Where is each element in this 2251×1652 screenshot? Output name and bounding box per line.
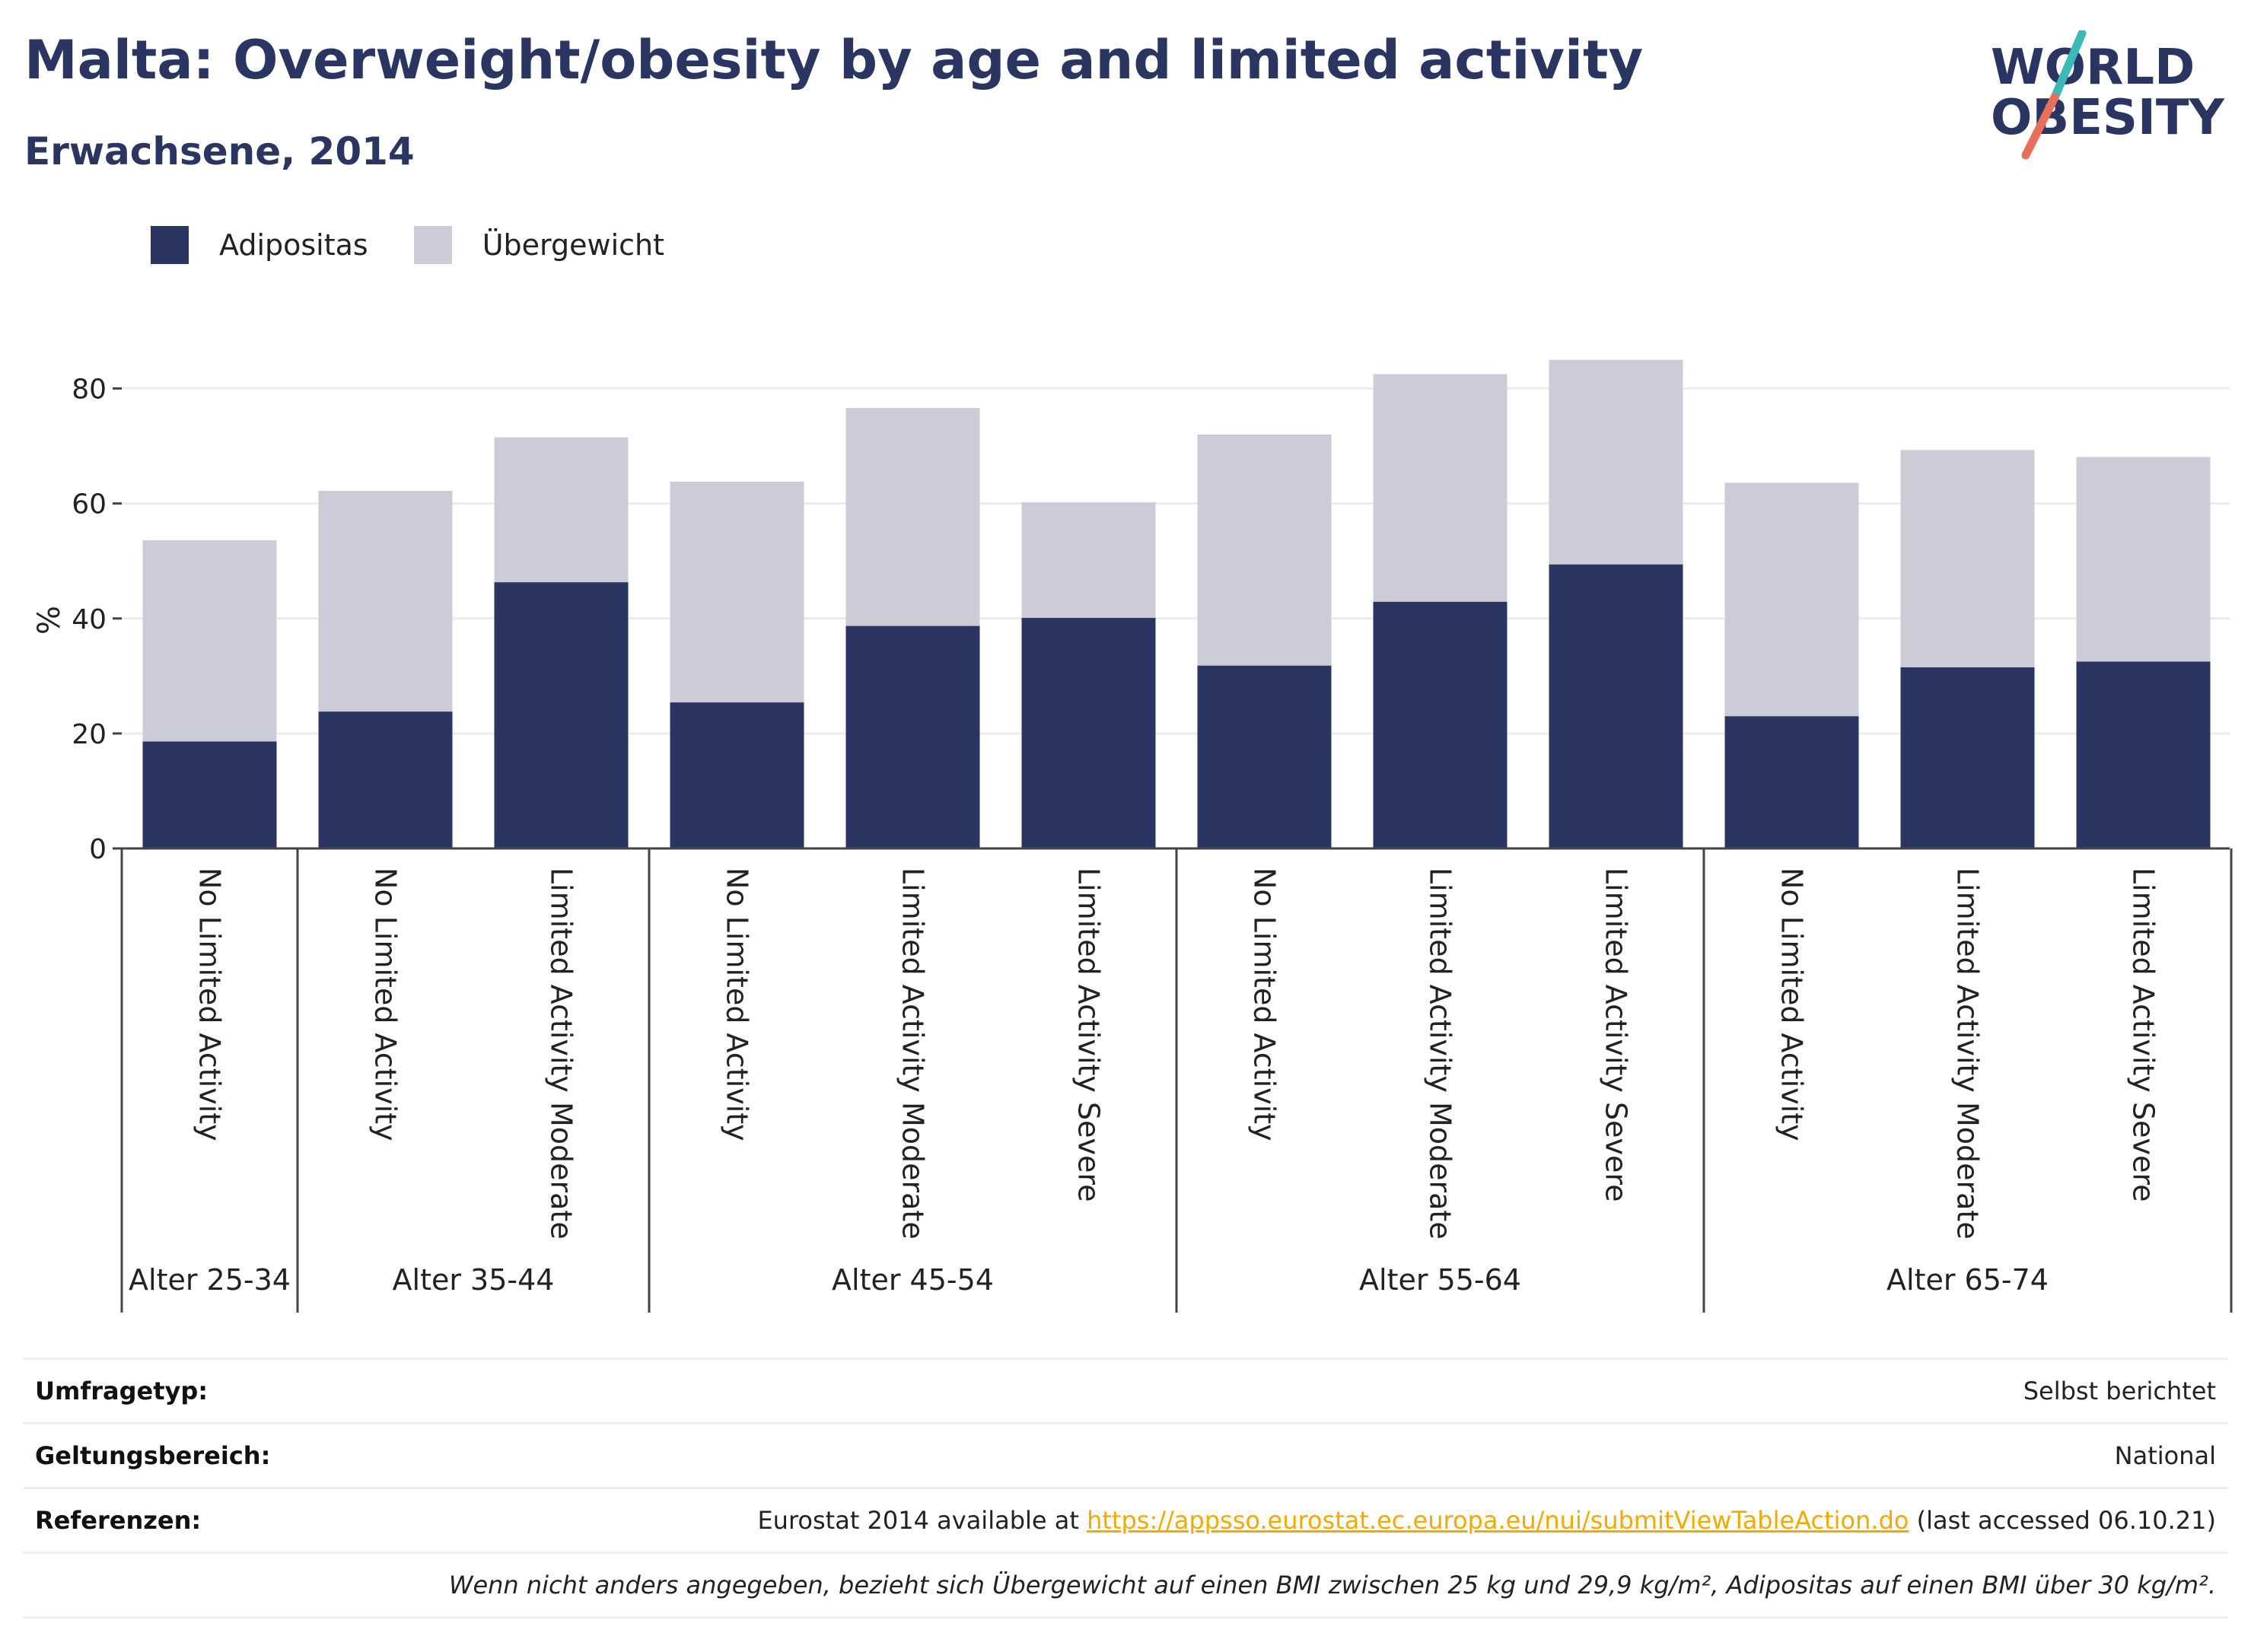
- reference-link[interactable]: https://appsso.eurostat.ec.europa.eu/nui…: [1087, 1506, 1909, 1535]
- logo-slash-teal: [2050, 30, 2087, 102]
- meta-value-survey: Selbst berichtet: [2023, 1377, 2216, 1405]
- x-tick-label: Limited Activity Moderate: [545, 867, 578, 1240]
- stacked-bar-chart: 0 20 40 60 80% No Limited Activity No Limited …: [32, 359, 2233, 1313]
- x-tick-label: Limited Activity Severe: [1600, 867, 1633, 1202]
- bar-overweight: [142, 540, 277, 742]
- x-tick-label: Limited Activity Moderate: [1951, 867, 1985, 1240]
- bar-obesity: [670, 702, 804, 848]
- reference-suffix: (last accessed 06.10.21): [1909, 1506, 2216, 1535]
- bar-obesity: [318, 711, 453, 848]
- reference-prefix: Eurostat 2014 available at: [757, 1506, 1087, 1535]
- meta-label-scope: Geltungsbereich:: [35, 1441, 271, 1470]
- meta-row-references: Referenzen: Eurostat 2014 available at h…: [23, 1487, 2228, 1552]
- bar-obesity: [1021, 618, 1156, 848]
- definition-note: Wenn nicht anders angegeben, bezieht sic…: [448, 1571, 2216, 1599]
- y-tick-label: 20: [72, 719, 107, 750]
- x-tick-label: No Limited Activity: [193, 867, 227, 1141]
- bar-overweight: [1900, 450, 2035, 667]
- bar-overweight: [1373, 374, 1508, 602]
- x-tick-label: Limited Activity Moderate: [896, 867, 930, 1240]
- bar-obesity: [1197, 665, 1332, 848]
- x-tick-label: No Limited Activity: [1248, 867, 1282, 1141]
- x-tick-label: No Limited Activity: [1775, 867, 1809, 1141]
- bar-overweight: [494, 437, 629, 583]
- page-title: Malta: Overweight/obesity by age and lim…: [24, 29, 1644, 91]
- bar-obesity: [1900, 667, 2035, 848]
- legend-item-obesity[interactable]: Adipositas: [151, 226, 368, 264]
- meta-label-references: Referenzen:: [35, 1506, 202, 1535]
- meta-row-note: Wenn nicht anders angegeben, bezieht sic…: [23, 1552, 2228, 1619]
- bar-obesity: [142, 741, 277, 848]
- bar-obesity: [1373, 601, 1508, 848]
- bar-overweight: [1197, 434, 1332, 666]
- x-tick-label: Limited Activity Severe: [2127, 867, 2160, 1202]
- x-tick-label: Limited Activity Severe: [1072, 867, 1106, 1202]
- group-label: Alter 25-34: [129, 1263, 291, 1297]
- bar-overweight: [1724, 482, 1859, 717]
- logo-text-obesity: OBESITY: [1991, 90, 2224, 146]
- group-label: Alter 45-54: [832, 1263, 994, 1297]
- y-axis-label: %: [32, 606, 67, 635]
- bar-obesity: [494, 582, 629, 848]
- bar-overweight: [845, 408, 980, 626]
- meta-value-scope: National: [2114, 1441, 2216, 1470]
- chart-legend: Adipositas Übergewicht: [151, 222, 710, 268]
- legend-swatch-overweight: [413, 226, 452, 264]
- y-tick-label: 60: [72, 489, 107, 520]
- meta-label-survey: Umfragetyp:: [35, 1377, 209, 1405]
- bar-overweight: [1021, 502, 1156, 619]
- legend-label-overweight: Übergewicht: [482, 228, 664, 262]
- x-tick-label: No Limited Activity: [721, 867, 754, 1141]
- group-label: Alter 35-44: [393, 1263, 555, 1297]
- y-tick-label: 0: [89, 834, 107, 865]
- meta-row-scope: Geltungsbereich: National: [23, 1422, 2228, 1487]
- bar-obesity: [845, 625, 980, 848]
- world-obesity-logo: WORLD OBESITY: [1991, 30, 2224, 160]
- legend-swatch-obesity: [151, 226, 189, 264]
- bar-obesity: [1549, 564, 1683, 848]
- group-label: Alter 65-74: [1886, 1263, 2049, 1297]
- bar-overweight: [670, 481, 804, 703]
- meta-row-survey: Umfragetyp: Selbst berichtet: [23, 1358, 2228, 1422]
- logo-text-world: WORLD: [1991, 40, 2195, 96]
- bar-overweight: [1549, 359, 1683, 565]
- x-tick-label: No Limited Activity: [369, 867, 403, 1141]
- legend-item-overweight[interactable]: Übergewicht: [413, 226, 664, 264]
- group-label: Alter 55-64: [1359, 1263, 1521, 1297]
- logo-slash-coral: [2021, 93, 2059, 160]
- meta-value-references: Eurostat 2014 available at https://appss…: [757, 1506, 2216, 1535]
- x-tick-label: Limited Activity Moderate: [1424, 867, 1457, 1240]
- page-subtitle: Erwachsene, 2014: [24, 129, 415, 173]
- bar-overweight: [318, 491, 453, 712]
- y-tick-label: 40: [72, 604, 107, 635]
- bar-obesity: [2076, 661, 2211, 848]
- metadata-table: Umfragetyp: Selbst berichtet Geltungsber…: [23, 1358, 2228, 1619]
- bar-obesity: [1724, 716, 1859, 848]
- bar-overweight: [2076, 457, 2211, 662]
- y-tick-label: 80: [72, 374, 107, 406]
- legend-label-obesity: Adipositas: [219, 228, 368, 262]
